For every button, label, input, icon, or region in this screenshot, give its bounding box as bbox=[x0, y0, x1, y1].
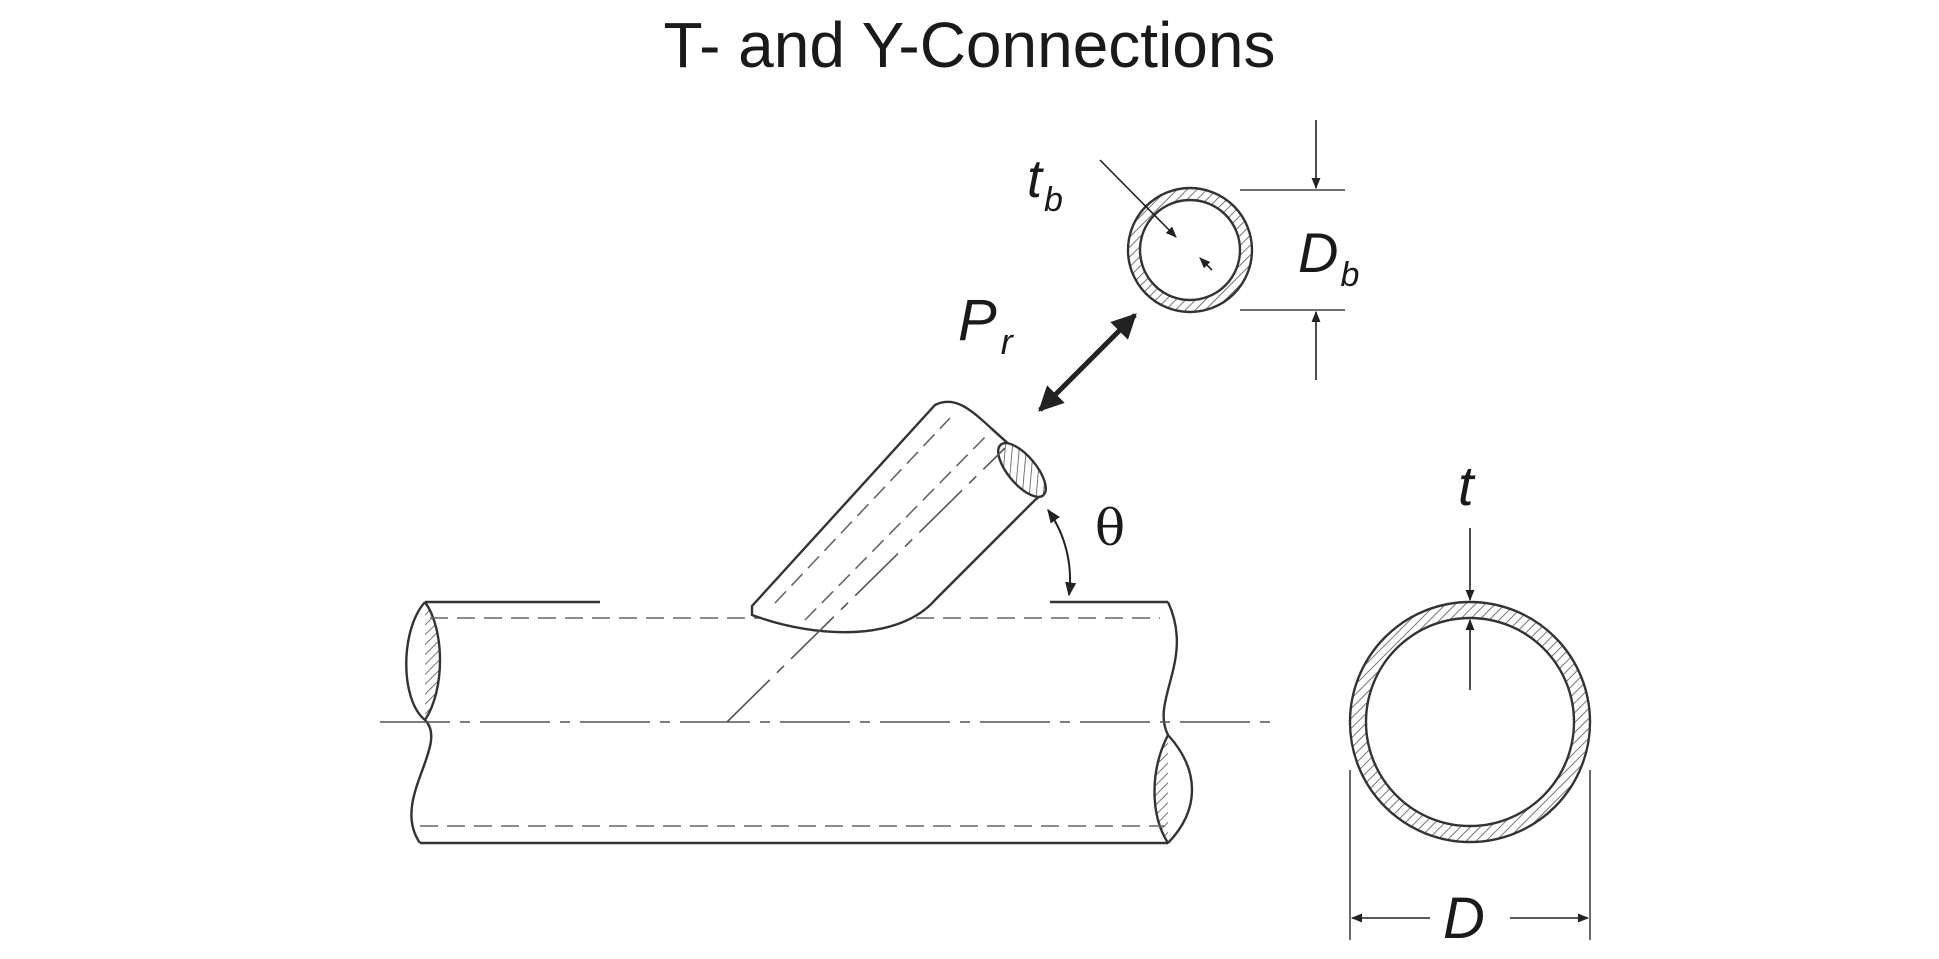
branch-centerline bbox=[726, 447, 1006, 723]
angle-arc bbox=[1047, 508, 1077, 597]
chord-thickness-label: t bbox=[1458, 454, 1476, 517]
load-arrow bbox=[1038, 313, 1137, 412]
chord-diameter-label: D bbox=[1443, 886, 1485, 951]
diagram-title: T- and Y-Connections bbox=[663, 9, 1276, 81]
branch-diameter-label: Db bbox=[1298, 221, 1359, 294]
chord-tube bbox=[405, 600, 1194, 845]
angle-label: θ bbox=[1095, 499, 1125, 557]
branch-section bbox=[1099, 120, 1345, 380]
chord-section bbox=[1348, 528, 1592, 940]
branch-hidden-lines bbox=[774, 417, 991, 621]
branch-tube bbox=[750, 400, 1047, 634]
branch-thickness-label: tb bbox=[1027, 149, 1063, 219]
